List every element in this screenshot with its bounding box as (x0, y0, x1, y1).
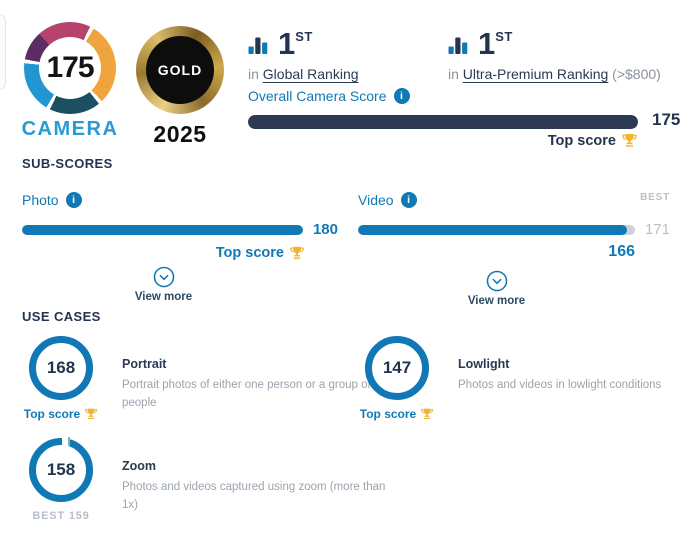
view-more-label: View more (134, 291, 193, 303)
portrait-score-value: 168 (46, 358, 76, 377)
portrait-title: Portrait (122, 357, 167, 371)
rank-prefix: in (248, 66, 259, 82)
info-icon[interactable]: i (65, 192, 82, 208)
lowlight-score-value: 147 (382, 358, 412, 377)
trophy-icon (290, 246, 304, 260)
overall-score-bar-fill (248, 115, 638, 129)
rank-ordinal-suffix: ST (295, 29, 313, 44)
use-case-portrait: 168 Top score Portrait Portrait photos o… (22, 336, 372, 421)
trophy-icon (421, 408, 434, 420)
zoom-score-ring: 158 (29, 437, 93, 502)
info-icon[interactable]: i (393, 88, 410, 104)
camera-logo-label: CAMERA (21, 118, 119, 140)
portrait-top-score-badge: Top score (24, 407, 98, 421)
rank-ordinal-suffix: ST (495, 29, 513, 44)
lowlight-title: Lowlight (458, 357, 510, 371)
adjacent-card-edge (0, 14, 6, 90)
zoom-title: Zoom (122, 459, 157, 473)
global-ranking-link[interactable]: Global Ranking (262, 66, 359, 82)
trophy-icon (622, 133, 637, 148)
zoom-description: Photos and videos captured using zoom (m… (122, 481, 386, 511)
video-score-value: 166 (608, 243, 635, 260)
overall-score-label: Overall Camera Score (248, 88, 387, 104)
bar-chart-icon (448, 37, 468, 54)
overall-top-score-badge: Top score (248, 132, 638, 149)
rank-position: 1 (278, 26, 296, 61)
rank-price-note: (>$800) (612, 66, 661, 82)
video-score-bar-fill (358, 224, 627, 235)
use-case-zoom: 158 BEST 159 Zoom Photos and videos capt… (22, 437, 397, 522)
lowlight-score-ring: 147 (365, 336, 429, 400)
video-subscore-column: BEST Video i 171 166 View more (358, 190, 692, 307)
video-view-more-button[interactable]: View more (358, 270, 635, 307)
use-cases-heading: USE CASES (22, 309, 101, 324)
overall-score-value: 175 (652, 110, 681, 129)
portrait-score-ring: 168 (29, 336, 93, 400)
award-medal-label: GOLD (157, 62, 203, 78)
zoom-score-value: 158 (46, 460, 76, 479)
video-label: Video (358, 192, 394, 208)
gold-award-badge: GOLD 2025 (132, 26, 228, 148)
bar-chart-icon (248, 37, 268, 54)
photo-view-more-button[interactable]: View more (22, 266, 305, 303)
portrait-description: Portrait photos of either one person or … (122, 379, 371, 409)
rank-prefix: in (448, 66, 459, 82)
chevron-down-icon (153, 266, 174, 288)
trophy-icon (85, 408, 98, 420)
camera-logo-score: 175 (46, 51, 94, 84)
dxomark-camera-logo: 175 CAMERA (18, 22, 122, 141)
best-score-marker (62, 437, 70, 446)
photo-score-value: 180 (312, 221, 338, 238)
ultra-premium-ranking-block: 1 ST in Ultra-Premium Ranking (>$800) (448, 28, 661, 82)
rank-position: 1 (478, 26, 496, 61)
overall-score-bar (248, 115, 638, 129)
video-score-bar (358, 224, 635, 235)
chevron-down-icon (486, 270, 507, 292)
subscores-heading: SUB-SCORES (22, 156, 113, 171)
award-year: 2025 (153, 121, 207, 147)
lowlight-description: Photos and videos in lowlight conditions (458, 379, 662, 391)
ultra-premium-ranking-link[interactable]: Ultra-Premium Ranking (462, 66, 609, 82)
video-best-label: BEST (640, 192, 670, 203)
photo-label: Photo (22, 192, 59, 208)
info-icon[interactable]: i (400, 192, 417, 208)
photo-top-score-badge: Top score (22, 245, 305, 261)
video-best-value: 171 (644, 221, 670, 238)
zoom-best-label: BEST 159 (32, 510, 90, 522)
photo-score-bar (22, 224, 303, 235)
view-more-label: View more (467, 295, 526, 307)
global-ranking-block: 1 ST in Global Ranking (248, 28, 359, 82)
gold-medal-icon: GOLD (136, 26, 224, 114)
overall-score-label-row: Overall Camera Score i (248, 88, 410, 104)
photo-score-bar-fill (22, 224, 303, 235)
lowlight-top-score-badge: Top score (360, 407, 434, 421)
use-case-lowlight: 147 Top score Lowlight Photos and videos… (358, 336, 661, 421)
photo-subscore-column: Photo i 180 Top score View more (22, 190, 338, 303)
camera-score-ring-icon: 175 (24, 22, 116, 114)
